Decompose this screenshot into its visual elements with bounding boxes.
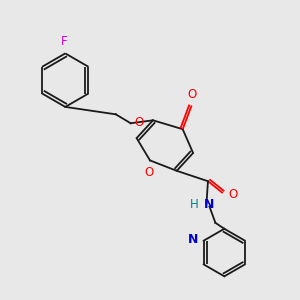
- Text: O: O: [134, 116, 143, 129]
- Text: O: O: [144, 166, 153, 179]
- Text: H: H: [190, 199, 199, 212]
- Text: N: N: [188, 233, 198, 246]
- Text: O: O: [188, 88, 197, 101]
- Text: N: N: [204, 199, 214, 212]
- Text: F: F: [61, 35, 67, 48]
- Text: O: O: [228, 188, 237, 201]
